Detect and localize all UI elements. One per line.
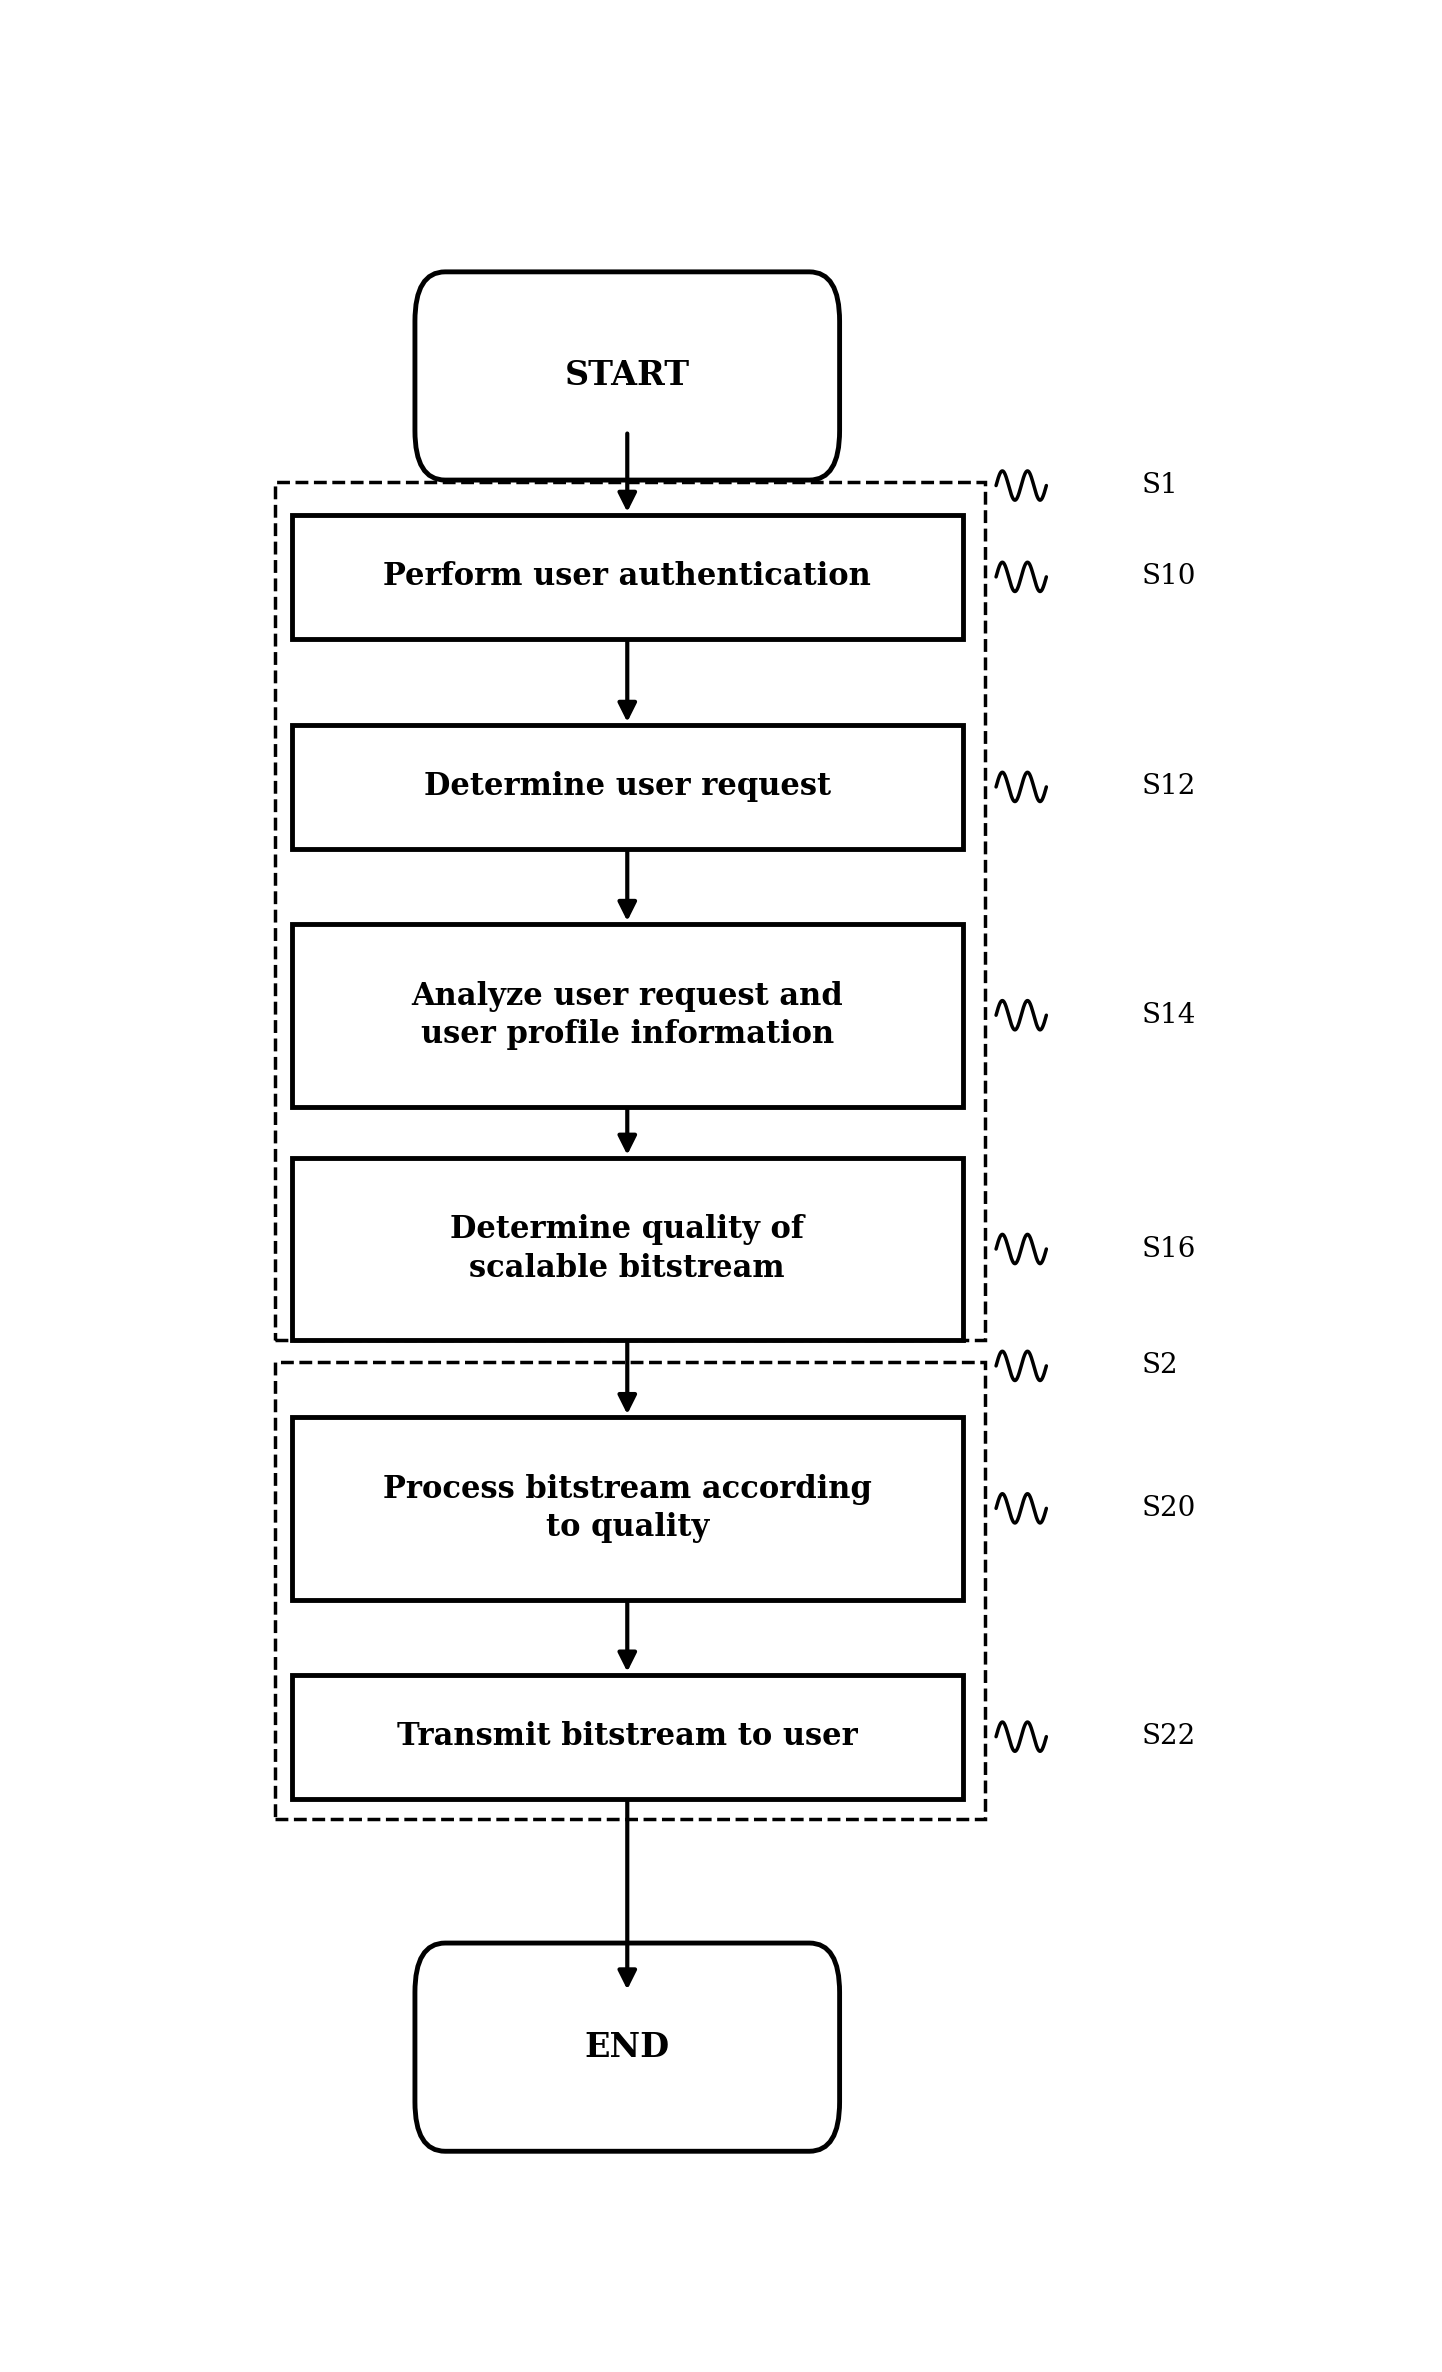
Text: S1: S1 [1142, 472, 1178, 498]
Text: Analyze user request and
user profile information: Analyze user request and user profile in… [411, 980, 844, 1051]
Bar [293, 925, 962, 1105]
FancyBboxPatch shape [415, 1943, 839, 2151]
Text: S2: S2 [1142, 1352, 1178, 1381]
Bar [293, 1158, 962, 1340]
Text: Determine quality of
scalable bitstream: Determine quality of scalable bitstream [450, 1214, 805, 1283]
Text: END: END [584, 2030, 671, 2064]
Text: S20: S20 [1142, 1494, 1195, 1523]
Bar [293, 1416, 962, 1599]
Text: Transmit bitstream to user: Transmit bitstream to user [397, 1722, 858, 1753]
Text: S10: S10 [1142, 565, 1195, 591]
Bar [293, 1675, 962, 1798]
Text: S14: S14 [1142, 1001, 1195, 1029]
Bar [293, 726, 962, 849]
Text: S16: S16 [1142, 1236, 1195, 1262]
Bar [293, 515, 962, 638]
Text: Perform user authentication: Perform user authentication [384, 562, 871, 593]
Text: S22: S22 [1142, 1722, 1195, 1751]
Bar [275, 482, 985, 1340]
Bar [275, 1362, 985, 1819]
FancyBboxPatch shape [415, 273, 839, 479]
Text: Process bitstream according
to quality: Process bitstream according to quality [382, 1473, 872, 1542]
Text: S12: S12 [1142, 773, 1195, 799]
Text: START: START [565, 361, 689, 391]
Text: Determine user request: Determine user request [424, 771, 831, 802]
